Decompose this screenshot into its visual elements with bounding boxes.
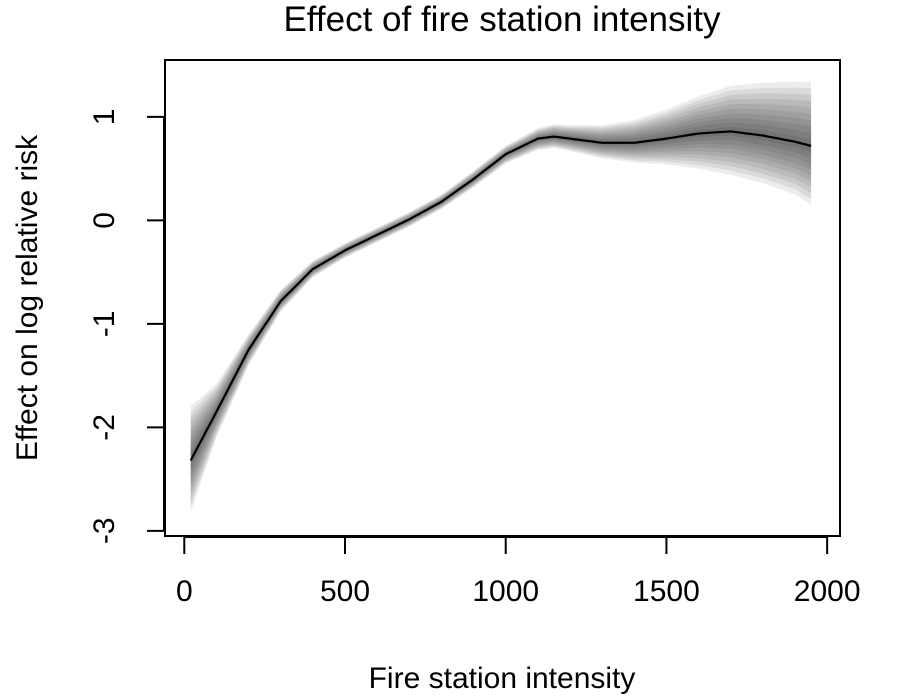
confidence-band-layer — [190, 98, 812, 497]
confidence-band-layer — [190, 108, 812, 487]
confidence-band-layer — [190, 113, 812, 482]
x-tick-label: 1000 — [472, 575, 539, 608]
confidence-band-layer — [190, 103, 812, 492]
fitted-curve — [189, 130, 812, 462]
y-tick-label: -1 — [88, 311, 121, 338]
confidence-band-layer — [190, 87, 812, 507]
y-tick-label: 1 — [88, 109, 121, 126]
x-tick-label: 500 — [320, 575, 370, 608]
y-axis-label: Effect on log relative risk — [11, 134, 44, 461]
x-tick-label: 2000 — [794, 575, 861, 608]
x-tick-label: 1500 — [633, 575, 700, 608]
y-tick-label: -3 — [88, 517, 121, 544]
x-axis-ticks: 0 500 1000 1500 2000 — [176, 537, 861, 608]
y-tick-label: -2 — [88, 414, 121, 441]
x-tick-label: 0 — [176, 575, 193, 608]
y-axis-ticks: -3 -2 -1 0 1 — [88, 109, 164, 544]
confidence-band-layer — [190, 81, 812, 513]
chart-title: Effect of fire station intensity — [283, 0, 721, 39]
y-tick-label: 0 — [88, 212, 121, 229]
x-axis-label: Fire station intensity — [369, 662, 636, 695]
